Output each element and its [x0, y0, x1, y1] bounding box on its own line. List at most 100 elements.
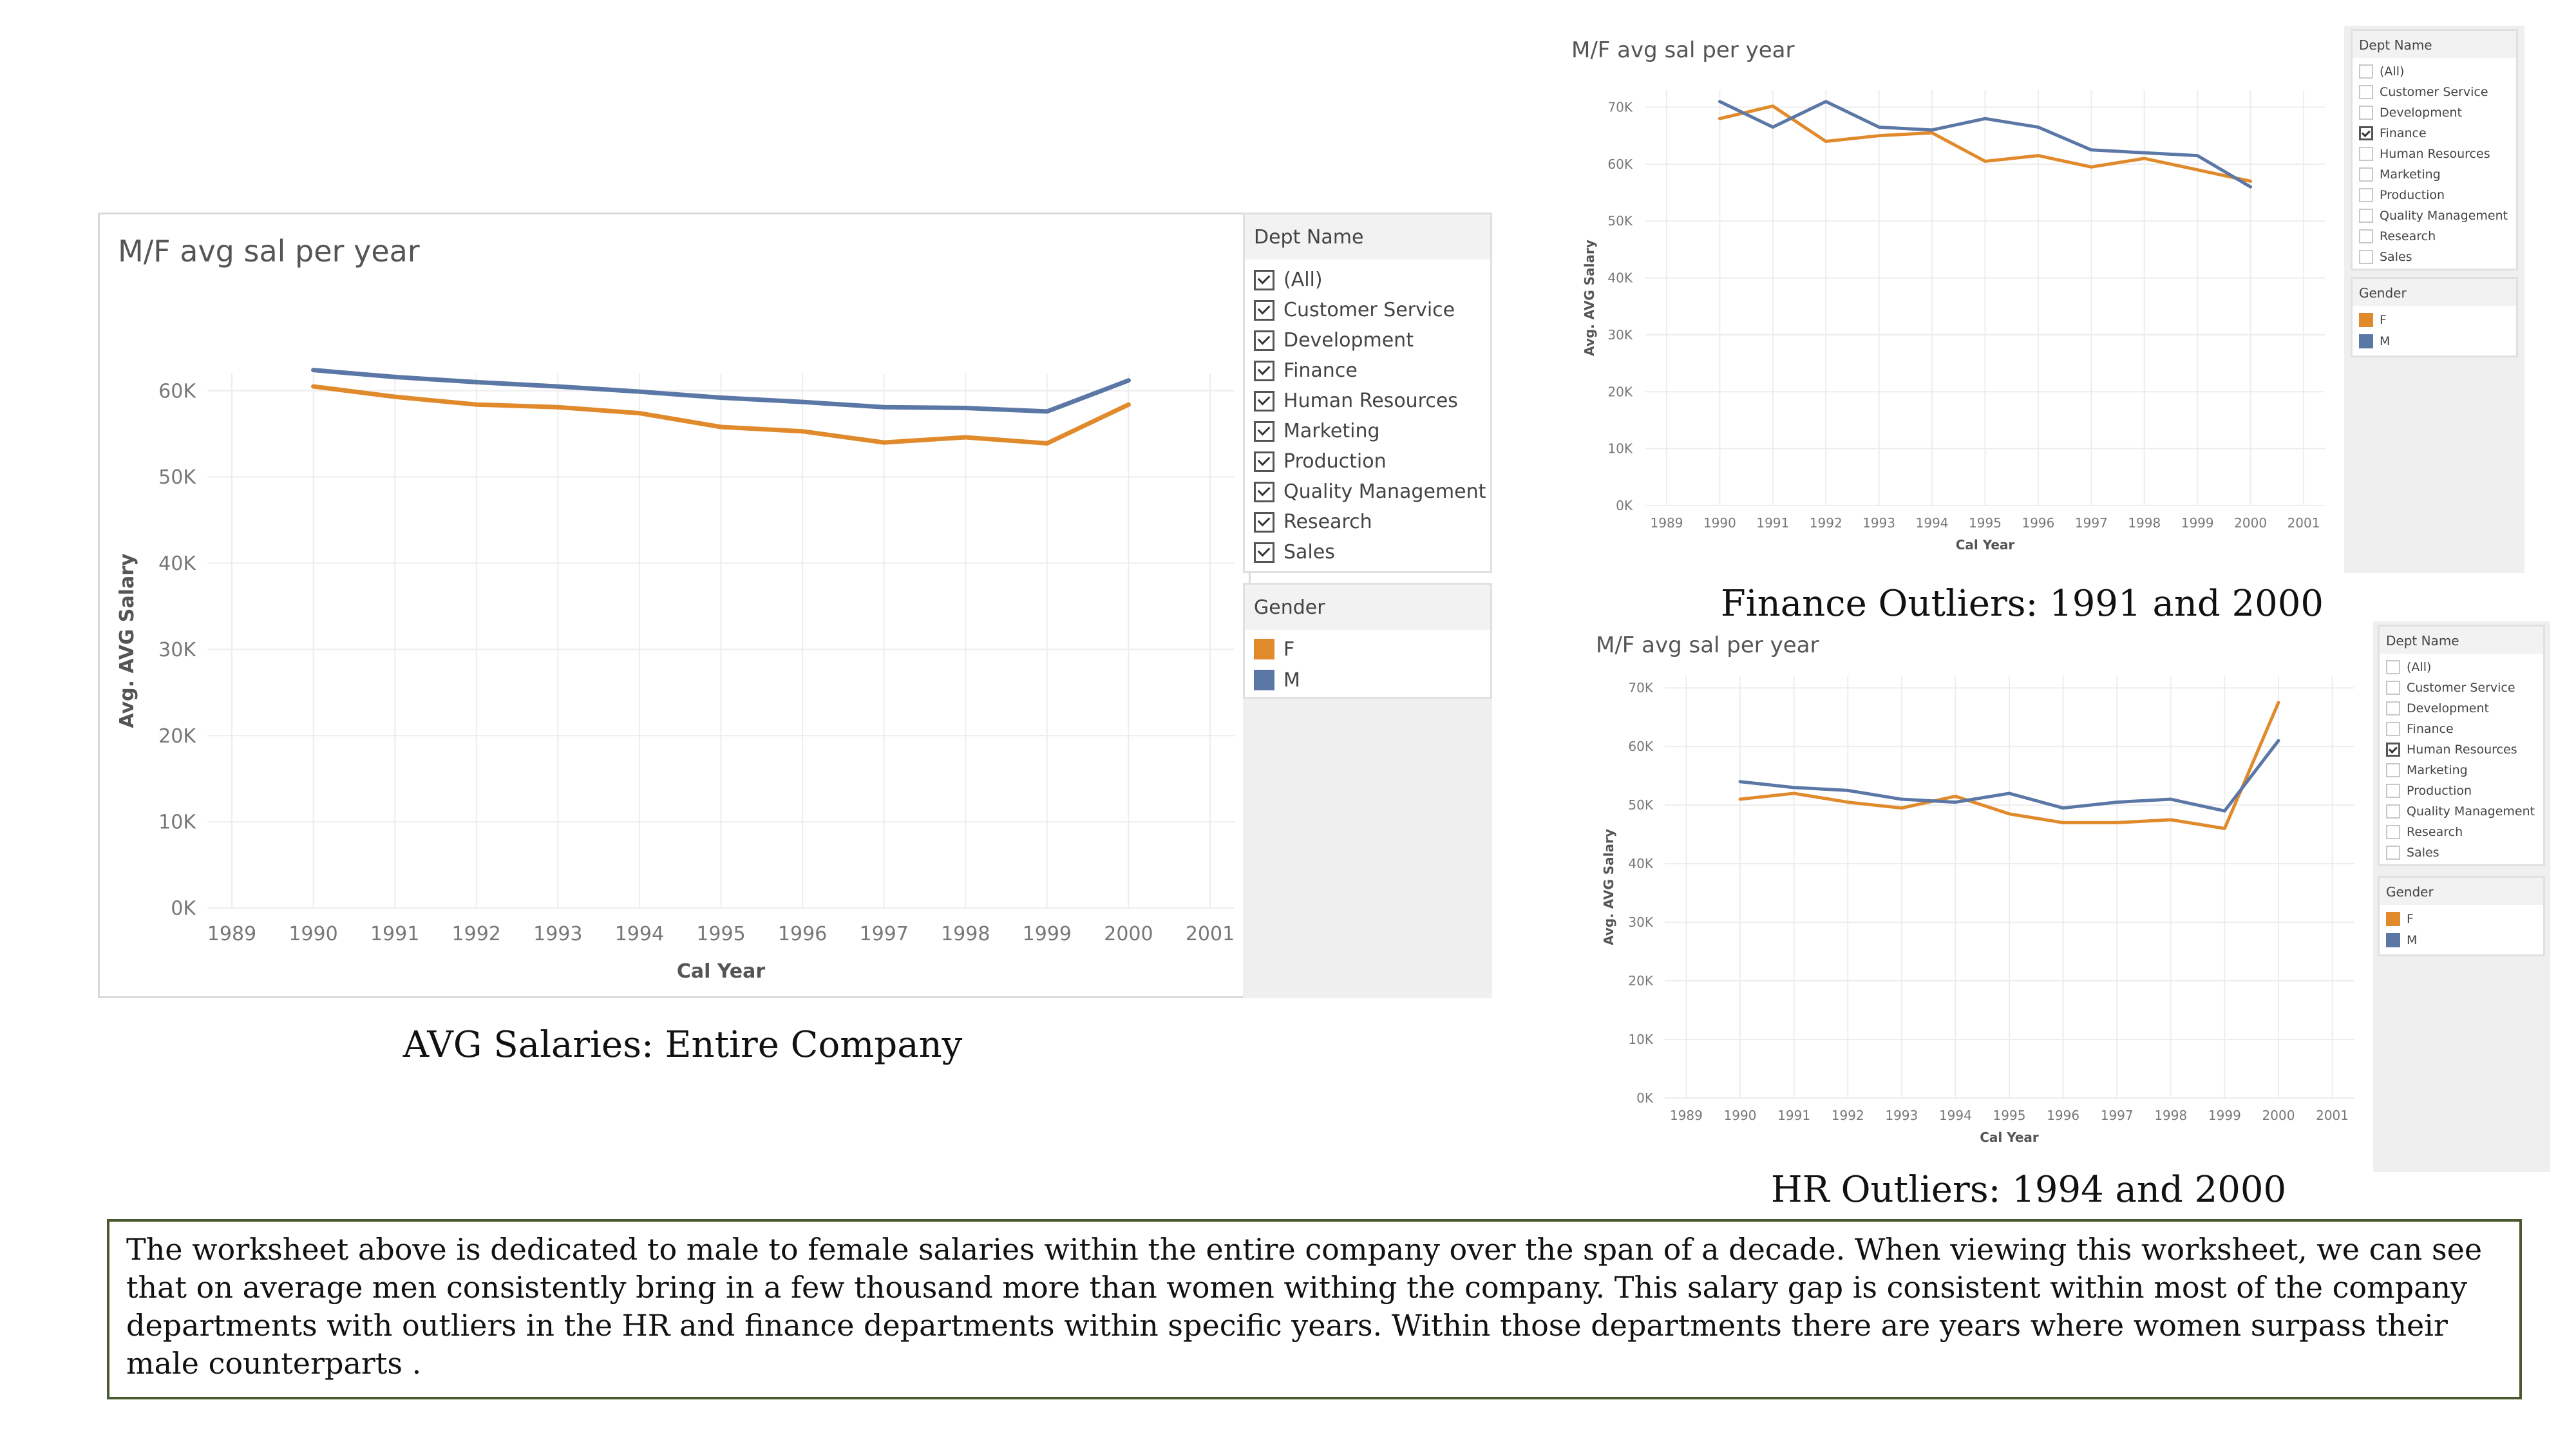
finance-dept-filter-header: Dept Name [2353, 31, 2516, 58]
main-dept-filter: Dept Name (All) Customer Service Developme… [1243, 213, 1492, 573]
main-dept-label: Development [1283, 329, 1414, 352]
x-tick-label: 1995 [1969, 515, 2002, 531]
finance-dept-label: Development [2380, 106, 2462, 120]
hr-dept-checkbox[interactable] [2386, 763, 2400, 777]
hr-gender-item[interactable]: F [2386, 908, 2537, 929]
finance-dept-option[interactable]: Sales [2359, 247, 2510, 267]
main-dept-checkbox[interactable] [1254, 511, 1274, 533]
y-tick-label: 50K [158, 466, 196, 489]
hr-dept-option[interactable]: Sales [2386, 842, 2537, 863]
finance-dept-option[interactable]: Finance [2359, 123, 2510, 144]
main-dept-checkbox[interactable] [1254, 481, 1274, 502]
hr-dept-option[interactable]: Quality Management [2386, 801, 2537, 822]
hr-dept-option[interactable]: Development [2386, 698, 2537, 719]
finance-gender-item[interactable]: F [2359, 309, 2510, 330]
hr-gender-item[interactable]: M [2386, 929, 2537, 951]
hr-gender-label: F [2407, 911, 2414, 926]
main-dept-checkbox[interactable] [1254, 330, 1274, 351]
hr-gender-label: M [2407, 933, 2418, 947]
main-gender-item[interactable]: M [1254, 665, 1481, 696]
finance-dept-checkbox[interactable] [2359, 250, 2373, 264]
finance-dept-checkbox[interactable] [2359, 64, 2373, 79]
x-tick-label: 1989 [1670, 1108, 1703, 1123]
x-tick-label: 1989 [207, 923, 256, 945]
main-dept-label: Customer Service [1283, 299, 1455, 321]
main-dept-option[interactable]: (All) [1254, 265, 1481, 295]
main-dept-checkbox[interactable] [1254, 421, 1274, 442]
series-line-F [1718, 104, 2253, 183]
hr-dept-option[interactable]: Human Resources [2386, 739, 2537, 760]
hr-dept-option[interactable]: (All) [2386, 657, 2537, 677]
hr-dept-label: Customer Service [2407, 681, 2515, 695]
main-dept-option[interactable]: Marketing [1254, 416, 1481, 446]
main-dept-option[interactable]: Human Resources [1254, 386, 1481, 416]
finance-dept-filter: Dept Name (All) Customer Service Developme… [2351, 29, 2518, 270]
y-tick-label: 0K [1616, 498, 1633, 513]
main-dept-option[interactable]: Customer Service [1254, 295, 1481, 325]
main-dept-checkbox[interactable] [1254, 542, 1274, 563]
finance-dept-checkbox[interactable] [2359, 167, 2373, 182]
hr-dept-checkbox[interactable] [2386, 825, 2400, 839]
finance-dept-checkbox[interactable] [2359, 147, 2373, 161]
main-dept-option[interactable]: Production [1254, 446, 1481, 477]
main-dept-option[interactable]: Sales [1254, 537, 1481, 567]
hr-dept-checkbox[interactable] [2386, 846, 2400, 860]
main-dept-checkbox[interactable] [1254, 299, 1274, 321]
finance-dept-checkbox[interactable] [2359, 229, 2373, 243]
finance-gender-item[interactable]: M [2359, 330, 2510, 352]
x-tick-label: 1995 [696, 923, 745, 945]
hr-dept-checkbox[interactable] [2386, 681, 2400, 695]
finance-dept-checkbox[interactable] [2359, 106, 2373, 120]
main-dept-label: Research [1283, 511, 1372, 533]
hr-dept-option[interactable]: Production [2386, 781, 2537, 801]
main-dept-option[interactable]: Development [1254, 325, 1481, 355]
main-dept-label: Finance [1283, 359, 1358, 382]
main-dept-option[interactable]: Finance [1254, 355, 1481, 386]
finance-dept-option[interactable]: Human Resources [2359, 144, 2510, 164]
hr-dept-checkbox[interactable] [2386, 722, 2400, 736]
finance-dept-checkbox[interactable] [2359, 209, 2373, 223]
hr-dept-option[interactable]: Research [2386, 822, 2537, 842]
x-axis-title: Cal Year [677, 960, 766, 983]
x-tick-label: 1998 [941, 923, 990, 945]
main-dept-label: Marketing [1283, 420, 1380, 442]
hr-dept-option[interactable]: Finance [2386, 719, 2537, 739]
finance-dept-option[interactable]: Marketing [2359, 164, 2510, 185]
main-dept-checkbox[interactable] [1254, 269, 1274, 290]
hr-dept-checkbox[interactable] [2386, 743, 2400, 757]
description-box: The worksheet above is dedicated to male… [107, 1219, 2522, 1399]
finance-dept-checkbox[interactable] [2359, 126, 2373, 140]
hr-dept-option[interactable]: Customer Service [2386, 677, 2537, 698]
main-dept-option[interactable]: Research [1254, 507, 1481, 537]
finance-dept-option[interactable]: Quality Management [2359, 205, 2510, 226]
finance-gender-label: F [2380, 312, 2387, 327]
hr-dept-option[interactable]: Marketing [2386, 760, 2537, 781]
hr-dept-checkbox[interactable] [2386, 804, 2400, 819]
hr-dept-label: Human Resources [2407, 743, 2517, 757]
finance-dept-option[interactable]: Customer Service [2359, 82, 2510, 102]
hr-dept-checkbox[interactable] [2386, 784, 2400, 798]
main-gender-item[interactable]: F [1254, 634, 1481, 665]
finance-dept-checkbox[interactable] [2359, 188, 2373, 202]
series-line-F [311, 384, 1131, 446]
finance-dept-option[interactable]: (All) [2359, 61, 2510, 82]
finance-dept-checkbox[interactable] [2359, 85, 2373, 99]
x-tick-label: 1996 [2047, 1108, 2079, 1123]
finance-dept-option[interactable]: Research [2359, 226, 2510, 247]
main-dept-option[interactable]: Quality Management [1254, 477, 1486, 507]
main-dept-label: Sales [1283, 541, 1335, 564]
finance-dept-option[interactable]: Production [2359, 185, 2510, 205]
hr-dept-label: Research [2407, 825, 2463, 839]
main-dept-checkbox[interactable] [1254, 360, 1274, 381]
finance-dept-label: Production [2380, 188, 2445, 202]
x-tick-label: 2000 [2234, 515, 2267, 531]
main-dept-checkbox[interactable] [1254, 451, 1274, 472]
hr-dept-checkbox[interactable] [2386, 701, 2400, 715]
hr-dept-checkbox[interactable] [2386, 660, 2400, 674]
main-dept-checkbox[interactable] [1254, 390, 1274, 412]
x-tick-label: 1994 [1939, 1108, 1972, 1123]
finance-dept-option[interactable]: Development [2359, 102, 2510, 123]
x-tick-label: 1989 [1651, 515, 1683, 531]
y-tick-label: 40K [1628, 856, 1653, 871]
